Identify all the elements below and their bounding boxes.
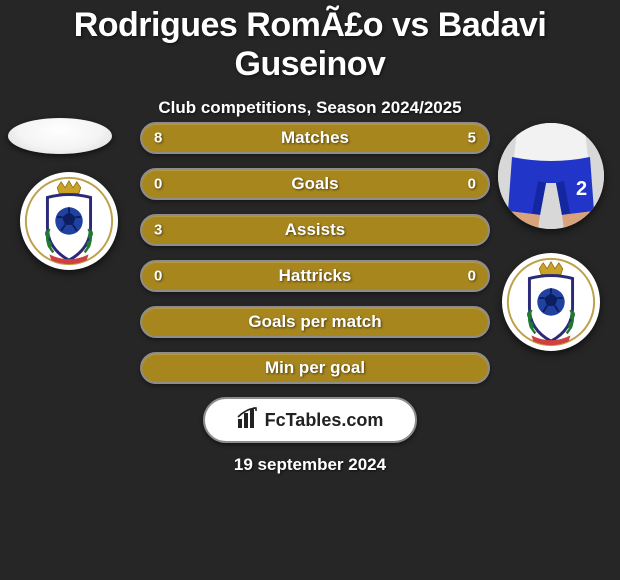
stat-right-value: 5 — [468, 130, 476, 147]
stat-label: Hattricks — [279, 266, 352, 286]
stat-right-value: 0 — [468, 268, 476, 285]
page-title: Rodrigues RomÃ£o vs Badavi Guseinov — [0, 0, 620, 84]
bar-chart-icon — [237, 407, 259, 434]
comparison-card: Rodrigues RomÃ£o vs Badavi Guseinov Club… — [0, 0, 620, 580]
player-right-photo: 2 — [498, 123, 604, 229]
branding-pill[interactable]: FcTables.com — [203, 397, 417, 443]
stat-row-min-per-goal: Min per goal — [140, 352, 490, 384]
stat-label: Goals per match — [248, 312, 381, 332]
stat-left-value: 3 — [154, 222, 162, 239]
club-crest-left — [20, 172, 118, 270]
page-subtitle: Club competitions, Season 2024/2025 — [0, 98, 620, 118]
shirt-number: 2 — [576, 178, 587, 200]
player-left-photo — [8, 118, 112, 154]
stat-row-goals-per-match: Goals per match — [140, 306, 490, 338]
branding-label: FcTables.com — [265, 410, 384, 431]
stat-label: Assists — [285, 220, 345, 240]
stat-list: 8 Matches 5 0 Goals 0 3 Assists 0 Hattri… — [140, 122, 490, 398]
crest-icon — [502, 253, 600, 351]
stat-row-matches: 8 Matches 5 — [140, 122, 490, 154]
crest-icon — [20, 172, 118, 270]
stat-left-value: 0 — [154, 268, 162, 285]
club-crest-right — [502, 253, 600, 351]
stat-left-value: 0 — [154, 176, 162, 193]
stat-row-hattricks: 0 Hattricks 0 — [140, 260, 490, 292]
stat-label: Min per goal — [265, 358, 365, 378]
player-right-illustration: 2 — [498, 123, 604, 229]
stat-right-value: 0 — [468, 176, 476, 193]
stat-label: Matches — [281, 128, 349, 148]
stat-left-value: 8 — [154, 130, 162, 147]
stat-label: Goals — [291, 174, 338, 194]
stat-row-assists: 3 Assists — [140, 214, 490, 246]
generated-date: 19 september 2024 — [0, 455, 620, 475]
stat-row-goals: 0 Goals 0 — [140, 168, 490, 200]
